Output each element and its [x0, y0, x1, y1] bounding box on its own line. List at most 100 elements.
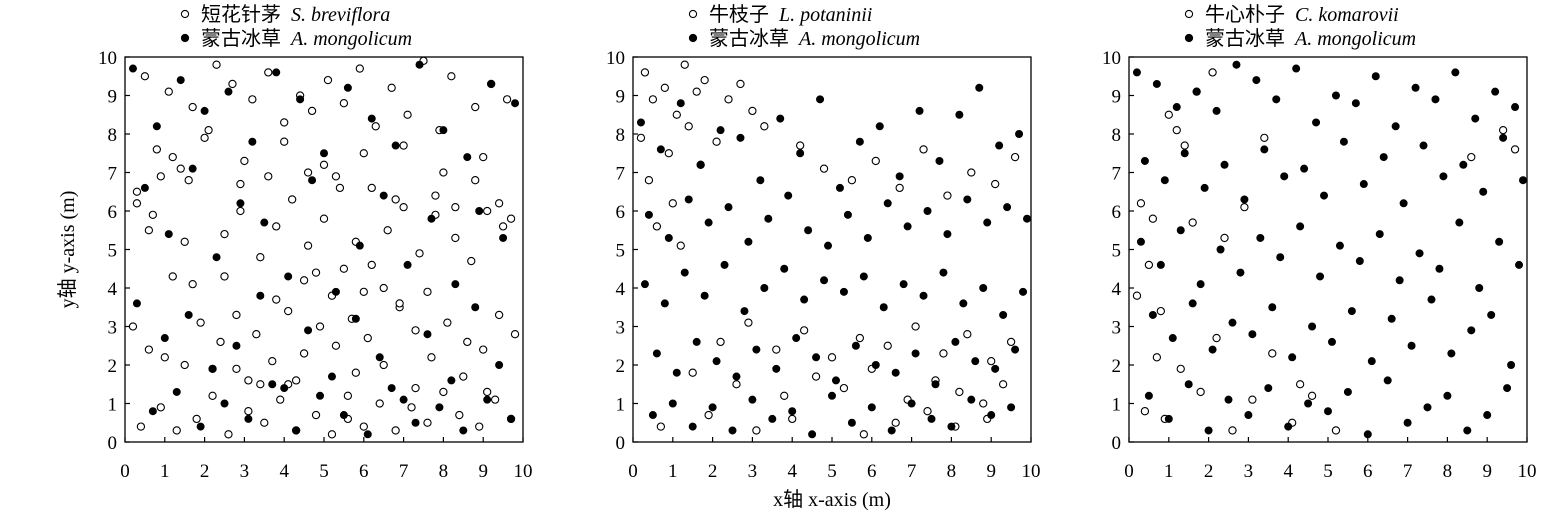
- data-point: [1331, 426, 1341, 435]
- data-point: [828, 391, 837, 400]
- data-point: [483, 206, 492, 216]
- data-point: [355, 64, 364, 73]
- legend-latin-name: C. komarovii: [1295, 4, 1399, 26]
- data-point: [756, 176, 765, 185]
- data-point: [132, 199, 142, 208]
- data-point: [855, 137, 864, 146]
- data-point: [1459, 160, 1468, 169]
- x-tick-label: 5: [319, 461, 329, 482]
- data-point: [1264, 384, 1273, 393]
- data-point: [160, 353, 169, 362]
- data-point: [156, 403, 165, 412]
- data-point: [494, 310, 504, 320]
- data-point: [168, 152, 177, 162]
- data-point: [1495, 237, 1504, 246]
- data-point: [232, 310, 241, 320]
- data-point: [1483, 411, 1492, 420]
- data-point: [319, 160, 329, 169]
- data-point: [1248, 330, 1257, 339]
- x-tick-label: 6: [1363, 461, 1373, 482]
- data-point: [232, 341, 241, 350]
- data-point: [467, 256, 476, 266]
- data-point: [855, 333, 865, 343]
- y-tick-label: 2: [616, 356, 626, 377]
- data-point: [1431, 95, 1440, 104]
- data-point: [1232, 60, 1241, 69]
- data-point: [439, 168, 448, 177]
- data-point: [327, 372, 336, 381]
- data-point: [212, 60, 221, 69]
- y-tick-label: 6: [1112, 202, 1122, 223]
- data-point: [256, 253, 265, 262]
- data-point: [1363, 430, 1372, 439]
- legend-marker: [180, 9, 190, 19]
- data-point: [351, 314, 360, 323]
- legend-entry: 牛枝子 L. potaninii: [709, 3, 872, 26]
- data-point: [660, 83, 669, 92]
- data-point: [212, 253, 221, 262]
- data-point: [188, 164, 197, 173]
- data-point: [712, 137, 721, 146]
- data-point: [644, 210, 653, 219]
- data-point: [304, 326, 313, 335]
- data-point: [1355, 257, 1364, 266]
- data-point: [415, 60, 424, 69]
- data-point: [176, 164, 185, 173]
- data-point: [319, 214, 329, 223]
- data-point: [812, 353, 821, 362]
- data-point: [423, 287, 432, 296]
- data-point: [439, 387, 448, 397]
- x-tick-label: 1: [160, 461, 170, 482]
- data-point: [943, 191, 952, 200]
- data-point: [1451, 68, 1460, 77]
- data-point: [1391, 122, 1400, 131]
- data-point: [431, 191, 440, 200]
- data-point: [455, 410, 464, 420]
- data-point: [1295, 380, 1305, 389]
- data-point: [827, 353, 837, 362]
- data-point: [636, 118, 645, 127]
- data-point: [168, 272, 177, 281]
- data-point: [1224, 395, 1233, 404]
- data-point: [712, 357, 721, 366]
- data-point: [244, 414, 253, 423]
- x-tick-label: 8: [439, 461, 449, 482]
- data-point: [220, 399, 229, 408]
- data-point: [688, 368, 697, 377]
- x-tick-label: 10: [1518, 461, 1537, 482]
- data-point: [1479, 187, 1488, 196]
- data-point: [363, 430, 372, 439]
- data-point: [995, 141, 1004, 150]
- legend-name: 蒙古冰草: [1205, 27, 1290, 50]
- data-point: [955, 110, 964, 119]
- data-point: [1395, 276, 1404, 285]
- data-point: [371, 122, 380, 131]
- x-tick-label: 10: [514, 461, 533, 482]
- x-tick-label: 2: [200, 461, 210, 482]
- data-point: [415, 249, 424, 258]
- data-point: [1320, 191, 1329, 200]
- data-point: [1292, 64, 1301, 73]
- data-point: [494, 199, 504, 208]
- data-point: [475, 206, 484, 215]
- data-point: [939, 349, 948, 358]
- data-point: [1240, 195, 1249, 204]
- y-tick-label: 10: [1102, 48, 1121, 69]
- data-point: [959, 299, 968, 308]
- data-point: [1136, 199, 1146, 208]
- data-point: [1156, 306, 1165, 316]
- data-point: [1351, 99, 1360, 108]
- data-point: [200, 106, 209, 115]
- data-point: [1463, 426, 1472, 435]
- data-point: [1280, 172, 1289, 181]
- data-point: [656, 422, 666, 431]
- legend-latin-name: A. mongolicum: [1293, 28, 1416, 50]
- data-point: [327, 430, 337, 439]
- data-point: [399, 202, 408, 212]
- data-point: [1260, 133, 1269, 142]
- data-point: [160, 334, 169, 343]
- data-point: [228, 79, 237, 89]
- data-point: [728, 426, 737, 435]
- y-tick-label: 2: [108, 356, 118, 377]
